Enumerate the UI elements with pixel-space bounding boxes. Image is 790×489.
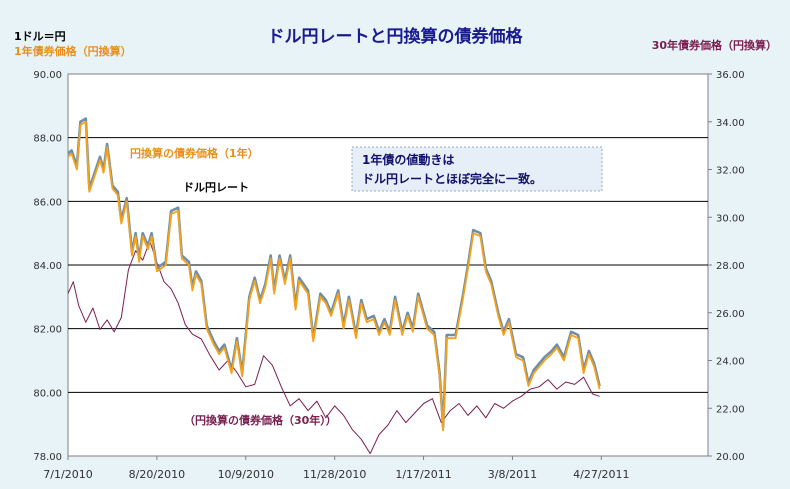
y-right-tick-label: 20.00 xyxy=(716,452,745,463)
y-left-tick-label: 90.00 xyxy=(33,70,62,81)
y-left-tick-label: 80.00 xyxy=(33,388,62,399)
x-axis: 7/1/2010 8/20/2010 10/9/2010 11/28/2010 1/17… xyxy=(43,456,630,481)
y-right-tick-label: 22.00 xyxy=(716,404,745,415)
y-right-tick-label: 32.00 xyxy=(716,166,745,177)
left-axis-title-fx: 1ドル＝円 xyxy=(14,30,66,43)
series-label-1yr: 円換算の債券価格（1年） xyxy=(130,146,259,160)
series-layer xyxy=(67,117,601,455)
y-left-tick-label: 78.00 xyxy=(33,452,62,463)
y-right-tick-label: 24.00 xyxy=(716,357,745,368)
x-tick-label: 11/28/2010 xyxy=(303,468,366,481)
y-right-tick-label: 28.00 xyxy=(716,261,745,272)
y-left-tick-label: 82.00 xyxy=(33,325,62,336)
y-right-tick-label: 36.00 xyxy=(716,70,745,81)
x-tick-label: 4/27/2011 xyxy=(573,468,629,481)
left-axis: 78.00 80.00 82.00 84.00 86.00 88.00 90.00 xyxy=(33,70,62,463)
right-axis: 20.00 22.00 24.00 26.00 28.00 30.00 32.00 34.00… xyxy=(708,70,745,463)
chart-title: ドル円レートと円換算の債券価格 xyxy=(268,26,524,47)
series-line xyxy=(67,120,601,432)
x-tick-label: 1/17/2011 xyxy=(395,468,451,481)
left-axis-title-1yr: 1年債券価格（円換算） xyxy=(14,44,132,58)
y-right-tick-label: 34.00 xyxy=(716,118,745,129)
y-right-tick-label: 26.00 xyxy=(716,309,745,320)
annotation-line-1: 1年債の値動きは xyxy=(362,152,454,167)
x-tick-label: 10/9/2010 xyxy=(218,468,274,481)
y-right-tick-label: 30.00 xyxy=(716,213,745,224)
y-left-tick-label: 86.00 xyxy=(33,197,62,208)
x-tick-label: 7/1/2010 xyxy=(43,468,92,481)
x-tick-label: 8/20/2010 xyxy=(129,468,185,481)
y-left-tick-label: 88.00 xyxy=(33,134,62,145)
x-tick-label: 3/8/2011 xyxy=(488,468,537,481)
right-axis-title-30yr: 30年債券価格（円換算） xyxy=(652,38,777,52)
annotation-line-2: ドル円レートとほぼ完全に一致。 xyxy=(362,171,542,186)
y-left-tick-label: 84.00 xyxy=(33,261,62,272)
series-label-30yr: （円換算の債券価格（30年）） xyxy=(184,413,337,427)
annotation-box xyxy=(351,146,603,192)
series-label-fx: ドル円レート xyxy=(183,181,249,194)
